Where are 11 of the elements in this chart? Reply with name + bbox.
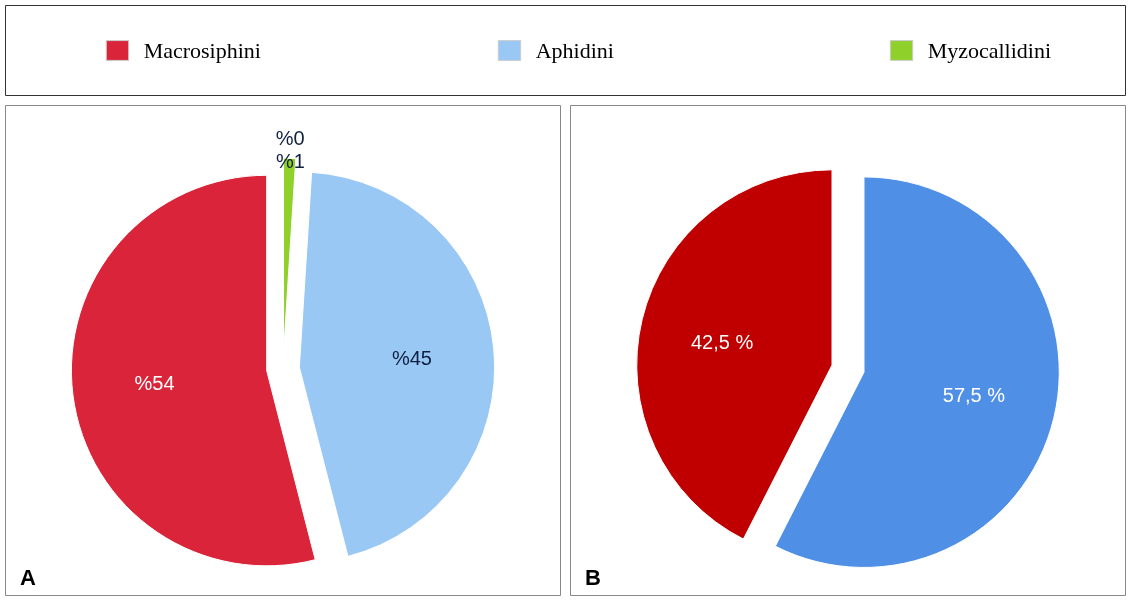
text: %0 [275, 126, 305, 149]
text: B [584, 564, 601, 590]
data-label: %54 [134, 372, 175, 395]
legend-label: Aphidini [535, 38, 614, 63]
text: A [19, 564, 36, 590]
data-label: 42,5 % [690, 330, 754, 353]
data-label: 57,5 % [942, 384, 1006, 407]
data-label: %1 [275, 150, 305, 173]
legend-label: Myzocallidini [927, 38, 1052, 63]
legend-label: Macrosiphini [143, 38, 261, 63]
data-label: %45 [391, 346, 432, 369]
